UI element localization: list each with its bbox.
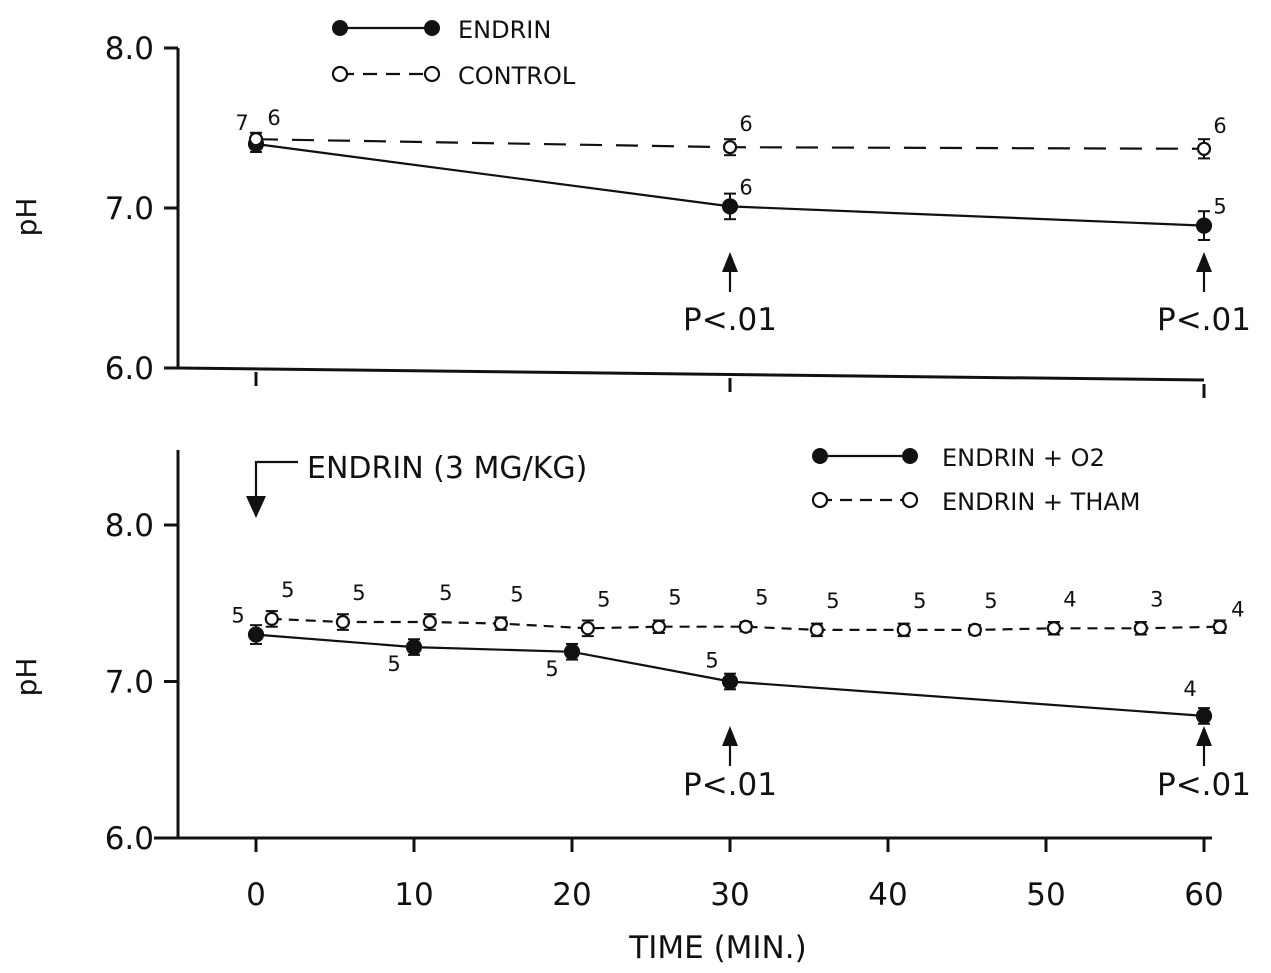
sample-size-label: 5 — [705, 649, 718, 673]
legend-filled-marker — [424, 20, 440, 36]
sample-size-label: 6 — [1213, 114, 1226, 138]
significance-label: P<.01 — [1157, 302, 1251, 338]
significance-label: P<.01 — [683, 767, 777, 803]
sample-size-label: 5 — [352, 581, 365, 605]
significance-arrowhead — [1196, 252, 1212, 272]
sample-size-label: 4 — [1063, 587, 1076, 611]
data-point — [809, 622, 825, 637]
legend-filled-marker — [332, 20, 348, 36]
sample-size-label: 5 — [231, 604, 244, 628]
significance-label: P<.01 — [683, 302, 777, 338]
x-axis-label: TIME (MIN.) — [628, 930, 806, 966]
data-point — [1046, 621, 1062, 636]
data-point — [1196, 141, 1212, 156]
sample-size-label: 6 — [267, 106, 280, 130]
data-point — [721, 673, 739, 690]
y-tick-label: 7.0 — [105, 665, 154, 701]
y-tick-label: 8.0 — [105, 508, 154, 544]
data-point — [967, 622, 983, 637]
legend-open-marker — [901, 491, 919, 509]
data-point — [580, 621, 595, 636]
sample-size-label: 4 — [1183, 677, 1196, 701]
sample-size-label: 5 — [439, 581, 452, 605]
x-tick-label: 20 — [552, 877, 591, 913]
data-point — [651, 619, 667, 634]
sample-size-label: 5 — [545, 657, 558, 681]
data-point — [264, 611, 279, 627]
data-point — [335, 614, 350, 630]
sample-size-label: 7 — [235, 111, 248, 135]
data-point — [721, 198, 739, 215]
data-point — [738, 619, 753, 634]
sample-size-label: 5 — [1213, 195, 1226, 219]
bottom-panel: 6.0 7.0 8.0 0 10 20 30 40 50 60 pH TIME (MIN.) 5… — [10, 444, 1251, 966]
top-legend: ENDRIN CONTROL — [331, 16, 576, 90]
x-tick-label: 60 — [1184, 877, 1223, 913]
data-point — [247, 626, 265, 643]
bottom-y-axis-label: pH — [10, 658, 43, 697]
sample-size-label: 3 — [1150, 587, 1163, 611]
data-point — [563, 643, 581, 660]
significance-arrowhead — [722, 726, 738, 746]
legend-open-marker — [423, 65, 441, 83]
y-tick-label: 6.0 — [105, 821, 154, 857]
y-tick-label: 7.0 — [105, 191, 154, 227]
dose-label: ENDRIN (3 MG/KG) — [307, 451, 587, 486]
top-x-axis — [177, 366, 1205, 382]
data-point — [1212, 619, 1227, 634]
legend-entry-control: CONTROL — [458, 62, 576, 90]
sample-size-label: 5 — [755, 586, 768, 610]
sample-size-label: 5 — [597, 587, 610, 611]
x-tick-label: 0 — [246, 877, 266, 913]
data-point — [493, 616, 508, 631]
legend-entry-endrin-o2: ENDRIN + O2 — [942, 444, 1105, 472]
x-tick-label: 40 — [868, 877, 907, 913]
data-point — [896, 622, 911, 637]
dose-annotation: ENDRIN (3 MG/KG) — [246, 451, 587, 518]
legend-open-marker — [331, 65, 349, 83]
sample-size-label: 5 — [387, 652, 400, 676]
bottom-legend: ENDRIN + O2 ENDRIN + THAM — [811, 444, 1141, 516]
y-tick-label: 6.0 — [105, 351, 154, 387]
sample-size-label: 6 — [739, 112, 752, 136]
legend-open-marker — [811, 491, 829, 509]
significance-arrowhead — [1196, 726, 1212, 746]
data-point — [405, 638, 423, 656]
data-point — [1195, 707, 1213, 725]
y-tick-label: 8.0 — [105, 31, 154, 67]
x-tick-label: 30 — [710, 877, 749, 913]
data-point — [422, 614, 437, 630]
top-y-axis-label: pH — [10, 198, 43, 237]
sample-size-label: 5 — [668, 586, 681, 610]
dose-arrowhead — [246, 496, 266, 518]
x-tick-label: 10 — [394, 877, 433, 913]
legend-filled-marker — [902, 448, 918, 464]
x-tick-label: 50 — [1026, 877, 1065, 913]
sample-size-label: 5 — [984, 589, 997, 613]
sample-size-label: 5 — [826, 589, 839, 613]
sample-size-label: 5 — [510, 583, 523, 607]
significance-label: P<.01 — [1157, 767, 1251, 803]
data-point — [1195, 217, 1213, 234]
sample-size-label: 5 — [913, 589, 926, 613]
sample-size-label: 4 — [1231, 598, 1244, 622]
data-point — [1133, 621, 1148, 636]
data-point — [722, 140, 738, 155]
sample-size-label: 6 — [739, 175, 752, 199]
sample-size-label: 5 — [281, 578, 294, 602]
legend-filled-marker — [812, 448, 828, 464]
data-point — [248, 132, 264, 147]
legend-entry-endrin-tham: ENDRIN + THAM — [942, 488, 1141, 516]
significance-arrowhead — [722, 252, 738, 272]
legend-entry-endrin: ENDRIN — [458, 16, 551, 44]
